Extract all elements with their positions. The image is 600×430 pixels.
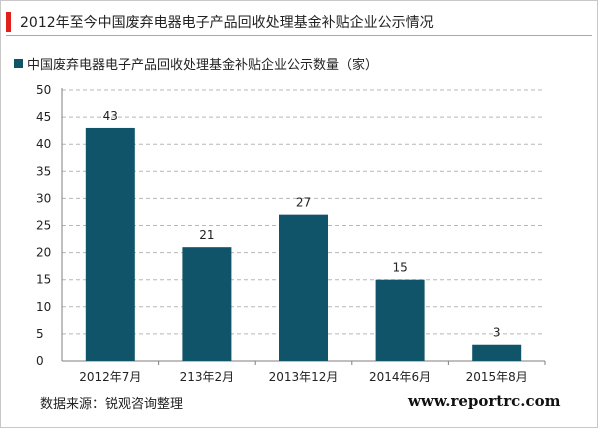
y-tick-label: 10 [36, 300, 51, 314]
y-tick-label: 5 [36, 327, 44, 341]
y-tick-label: 25 [36, 219, 51, 233]
data-label: 3 [493, 326, 501, 340]
bar [472, 344, 522, 361]
x-tick-label: 2012年7月 [79, 370, 141, 384]
legend-swatch [14, 58, 23, 68]
x-tick-label: 213年2月 [180, 370, 235, 384]
y-tick-label: 30 [36, 191, 51, 205]
title-bar: 2012年至今中国废弃电器电子产品回收处理基金补贴企业公示情况 [6, 5, 592, 36]
page-title: 2012年至今中国废弃电器电子产品回收处理基金补贴企业公示情况 [20, 15, 434, 31]
x-tick-label: 2015年8月 [466, 370, 528, 384]
y-tick-label: 40 [36, 137, 51, 151]
data-source-note: 数据来源：锐观咨询整理 [40, 397, 184, 412]
legend-label: 中国废弃电器电子产品回收处理基金补贴企业公示数量（家） [27, 57, 379, 73]
y-tick-label: 15 [36, 273, 51, 287]
data-label: 27 [296, 196, 311, 210]
x-tick-label: 2014年6月 [369, 370, 431, 384]
y-tick-label: 45 [36, 110, 51, 124]
watermark-url: www.reportrc.com [408, 392, 561, 410]
bar [182, 247, 232, 361]
title-accent-bar [6, 12, 11, 32]
chart-legend: 中国废弃电器电子产品回收处理基金补贴企业公示数量（家） [14, 54, 379, 73]
y-tick-label: 50 [36, 83, 51, 97]
bar [279, 214, 328, 361]
bar [375, 279, 425, 361]
data-label: 43 [103, 109, 118, 123]
y-tick-label: 0 [36, 354, 44, 368]
data-label: 15 [392, 261, 407, 275]
y-tick-label: 20 [36, 246, 51, 260]
bar [85, 127, 135, 361]
x-tick-label: 2013年12月 [269, 370, 339, 384]
y-tick-label: 35 [36, 164, 51, 178]
data-label: 21 [199, 228, 214, 242]
